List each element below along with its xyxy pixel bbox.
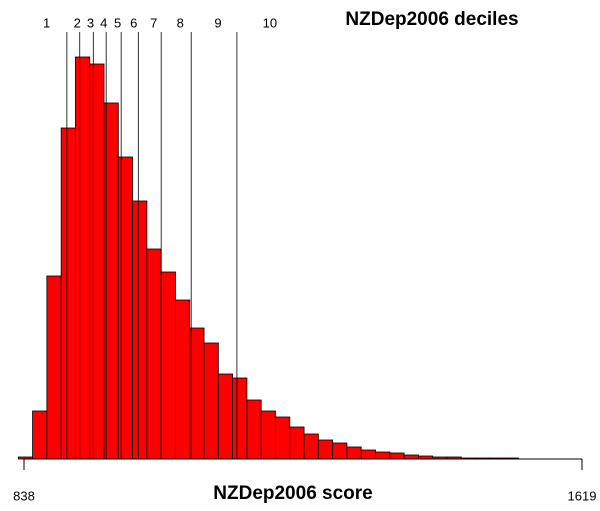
- bar: [403, 454, 419, 460]
- decile-label: 2: [74, 15, 81, 30]
- bar: [117, 156, 133, 460]
- bar: [60, 127, 76, 460]
- bar: [346, 446, 362, 460]
- bar: [217, 373, 234, 460]
- x-tick-label: 1619: [568, 488, 597, 503]
- decile-label: 3: [87, 15, 94, 30]
- bar: [132, 200, 148, 460]
- bar: [389, 452, 405, 460]
- bar: [89, 63, 105, 460]
- bar: [275, 416, 291, 460]
- bar: [175, 299, 191, 460]
- bar: [360, 449, 376, 460]
- bar: [260, 410, 276, 460]
- bar: [303, 433, 319, 460]
- decile-label: 9: [214, 15, 221, 30]
- x-axis-label: NZDep2006 score: [213, 483, 372, 504]
- bar: [146, 248, 162, 460]
- bar: [46, 275, 62, 460]
- decile-label: 1: [43, 15, 50, 30]
- decile-label: 4: [100, 15, 107, 30]
- chart-title: NZDep2006 deciles: [345, 9, 518, 30]
- bar: [189, 327, 205, 460]
- decile-label: 7: [150, 15, 157, 30]
- bar: [246, 399, 262, 460]
- bar: [160, 271, 176, 460]
- bar: [203, 342, 219, 460]
- bar: [332, 442, 348, 460]
- decile-label: 6: [130, 15, 137, 30]
- bar: [75, 56, 91, 460]
- bar: [375, 451, 391, 460]
- x-tick-label: 838: [13, 488, 35, 503]
- bar: [32, 410, 48, 460]
- bar: [289, 426, 305, 460]
- bar: [317, 439, 334, 460]
- decile-label: 5: [114, 15, 121, 30]
- decile-label: 10: [263, 15, 277, 30]
- bar: [232, 377, 248, 460]
- decile-label: 8: [177, 15, 184, 30]
